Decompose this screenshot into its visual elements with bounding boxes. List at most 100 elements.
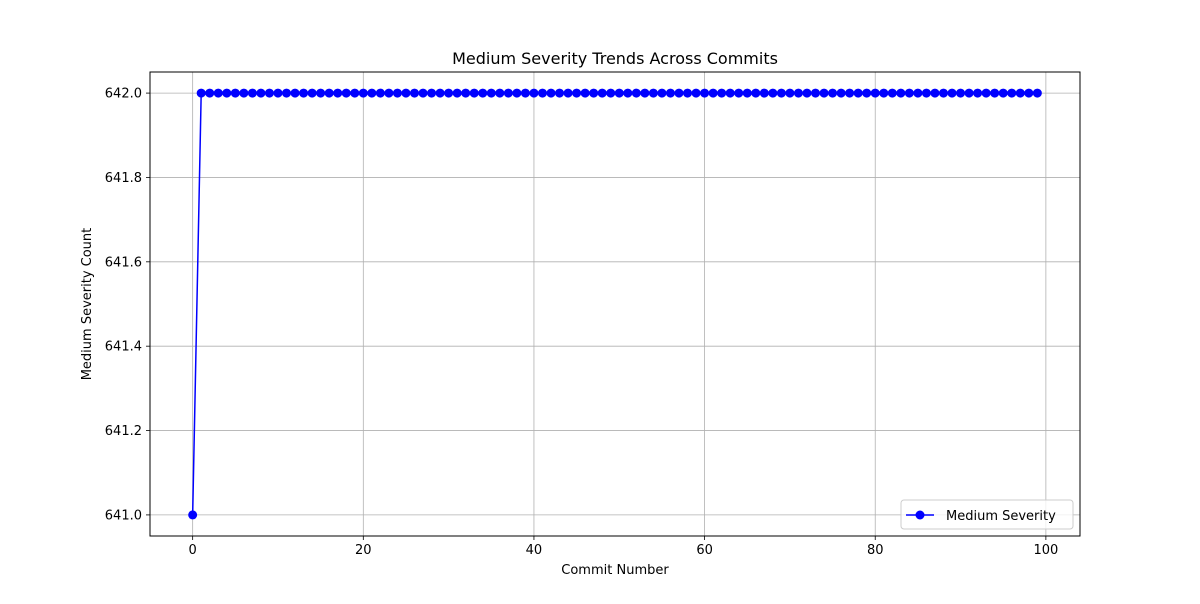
- y-tick-label: 641.4: [105, 340, 142, 355]
- data-point: [657, 88, 667, 98]
- y-tick-label: 641.6: [105, 255, 142, 270]
- data-point: [768, 88, 778, 98]
- data-point: [964, 88, 974, 98]
- data-point: [904, 88, 914, 98]
- data-point: [836, 88, 846, 98]
- data-point: [862, 88, 872, 98]
- data-point: [793, 88, 803, 98]
- data-point: [845, 88, 855, 98]
- data-point: [776, 88, 786, 98]
- data-point: [316, 88, 326, 98]
- x-tick-label: 60: [696, 543, 713, 558]
- data-point: [222, 88, 232, 98]
- data-point: [589, 88, 599, 98]
- data-point: [264, 88, 274, 98]
- data-point: [495, 88, 505, 98]
- data-point: [333, 88, 343, 98]
- data-point: [410, 88, 419, 98]
- data-point: [742, 88, 752, 98]
- data-point: [384, 88, 394, 98]
- data-point: [290, 88, 300, 98]
- data-point: [981, 88, 991, 98]
- data-point: [375, 88, 385, 98]
- x-tick-label: 100: [1033, 543, 1058, 558]
- data-point: [734, 88, 744, 98]
- data-point: [196, 88, 206, 98]
- chart-title: Medium Severity Trends Across Commits: [452, 49, 778, 68]
- data-point: [640, 88, 650, 98]
- data-point: [606, 88, 616, 98]
- data-point: [921, 88, 931, 98]
- y-axis-label: Medium Severity Count: [80, 228, 95, 381]
- data-point: [614, 88, 624, 98]
- data-point: [674, 88, 684, 98]
- data-point: [759, 88, 769, 98]
- data-point: [631, 88, 641, 98]
- data-point: [785, 88, 795, 98]
- data-point: [503, 88, 513, 98]
- data-point: [529, 88, 539, 98]
- data-point: [1032, 88, 1042, 98]
- data-point: [998, 88, 1008, 98]
- data-point: [239, 88, 249, 98]
- data-point: [990, 88, 1000, 98]
- data-point: [597, 88, 607, 98]
- data-point: [341, 88, 351, 98]
- data-point: [486, 88, 496, 98]
- data-point: [717, 88, 727, 98]
- data-point: [700, 88, 710, 98]
- x-axis: 0 20 40 60 80 100: [189, 536, 1058, 558]
- data-point: [802, 88, 812, 98]
- data-point: [205, 88, 215, 98]
- data-point: [1015, 88, 1025, 98]
- data-point: [896, 88, 906, 98]
- data-point: [188, 510, 198, 520]
- legend-label: Medium Severity: [946, 509, 1056, 524]
- data-point: [828, 88, 838, 98]
- plot-frame: [149, 71, 1081, 537]
- legend-box: [900, 499, 1074, 530]
- x-tick-label: 40: [526, 543, 543, 558]
- y-tick-label: 641.8: [105, 171, 142, 186]
- data-point: [725, 88, 735, 98]
- data-point: [520, 88, 530, 98]
- data-point: [665, 88, 675, 98]
- y-tick-label: 642.0: [105, 87, 142, 102]
- data-point: [282, 88, 292, 98]
- data-point: [435, 88, 445, 98]
- data-point: [819, 88, 829, 98]
- data-point: [324, 88, 334, 98]
- data-point: [461, 88, 471, 98]
- data-point: [956, 88, 966, 98]
- x-axis-label: Commit Number: [561, 563, 669, 578]
- data-point: [213, 88, 223, 98]
- x-tick-label: 0: [189, 543, 197, 558]
- data-point: [947, 88, 957, 98]
- series-layer: [188, 88, 1042, 520]
- y-tick-label: 641.0: [105, 508, 142, 523]
- data-point: [256, 88, 266, 98]
- data-point: [512, 88, 522, 98]
- data-point: [879, 88, 889, 98]
- data-point: [751, 88, 761, 98]
- data-point: [418, 88, 428, 98]
- data-point: [853, 88, 863, 98]
- data-point: [938, 88, 948, 98]
- data-point: [247, 88, 257, 98]
- data-point: [1024, 88, 1034, 98]
- data-point: [358, 88, 368, 98]
- data-point: [887, 88, 897, 98]
- x-tick-label: 20: [355, 543, 372, 558]
- x-tick-label: 80: [867, 543, 884, 558]
- data-point: [469, 88, 479, 98]
- data-point: [367, 88, 377, 98]
- data-point: [299, 88, 309, 98]
- data-point: [555, 88, 565, 98]
- data-point: [350, 88, 360, 98]
- data-point: [537, 88, 547, 98]
- data-point: [870, 88, 880, 98]
- legend: Medium Severity: [900, 499, 1074, 530]
- data-point: [307, 88, 317, 98]
